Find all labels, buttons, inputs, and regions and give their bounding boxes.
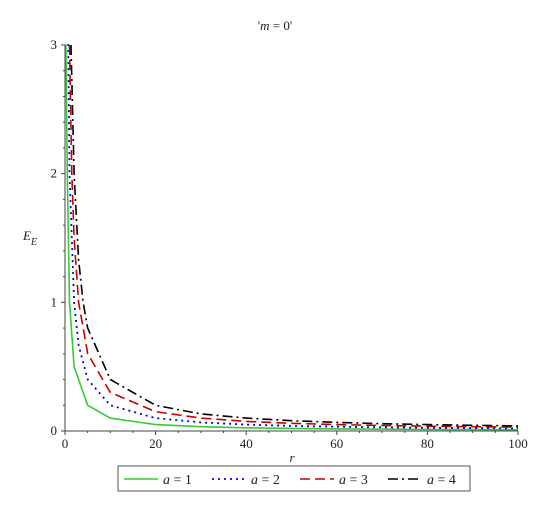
y-axis-label: EE [22, 228, 37, 248]
plot-area [65, 44, 519, 431]
legend-label-3: a = 3 [339, 473, 368, 488]
x-tick-label: 80 [421, 436, 434, 451]
x-tick-label: 0 [62, 436, 69, 451]
series-line-3 [68, 44, 519, 428]
series-line-1 [65, 44, 519, 431]
legend-label-1: a = 1 [163, 473, 192, 488]
y-tick-label: 2 [51, 166, 58, 181]
legend: a = 1 a = 2 a = 3 a = 4 [117, 465, 471, 492]
series-line-2 [67, 44, 519, 430]
axes: 0 20 40 60 80 100 0 1 2 3 [51, 37, 528, 451]
x-tick-label: 100 [508, 436, 528, 451]
y-tick-label: 1 [51, 294, 58, 309]
y-tick-label: 0 [51, 423, 58, 438]
x-tick-label: 40 [240, 436, 253, 451]
y-tick-label: 3 [51, 37, 58, 52]
chart-title: 'm = 0' [258, 18, 292, 33]
x-tick-label: 60 [330, 436, 343, 451]
legend-label-4: a = 4 [427, 473, 456, 488]
x-axis-label: r [289, 450, 295, 465]
x-tick-label: 20 [149, 436, 162, 451]
series-line-4 [70, 44, 519, 427]
legend-label-2: a = 2 [251, 473, 280, 488]
